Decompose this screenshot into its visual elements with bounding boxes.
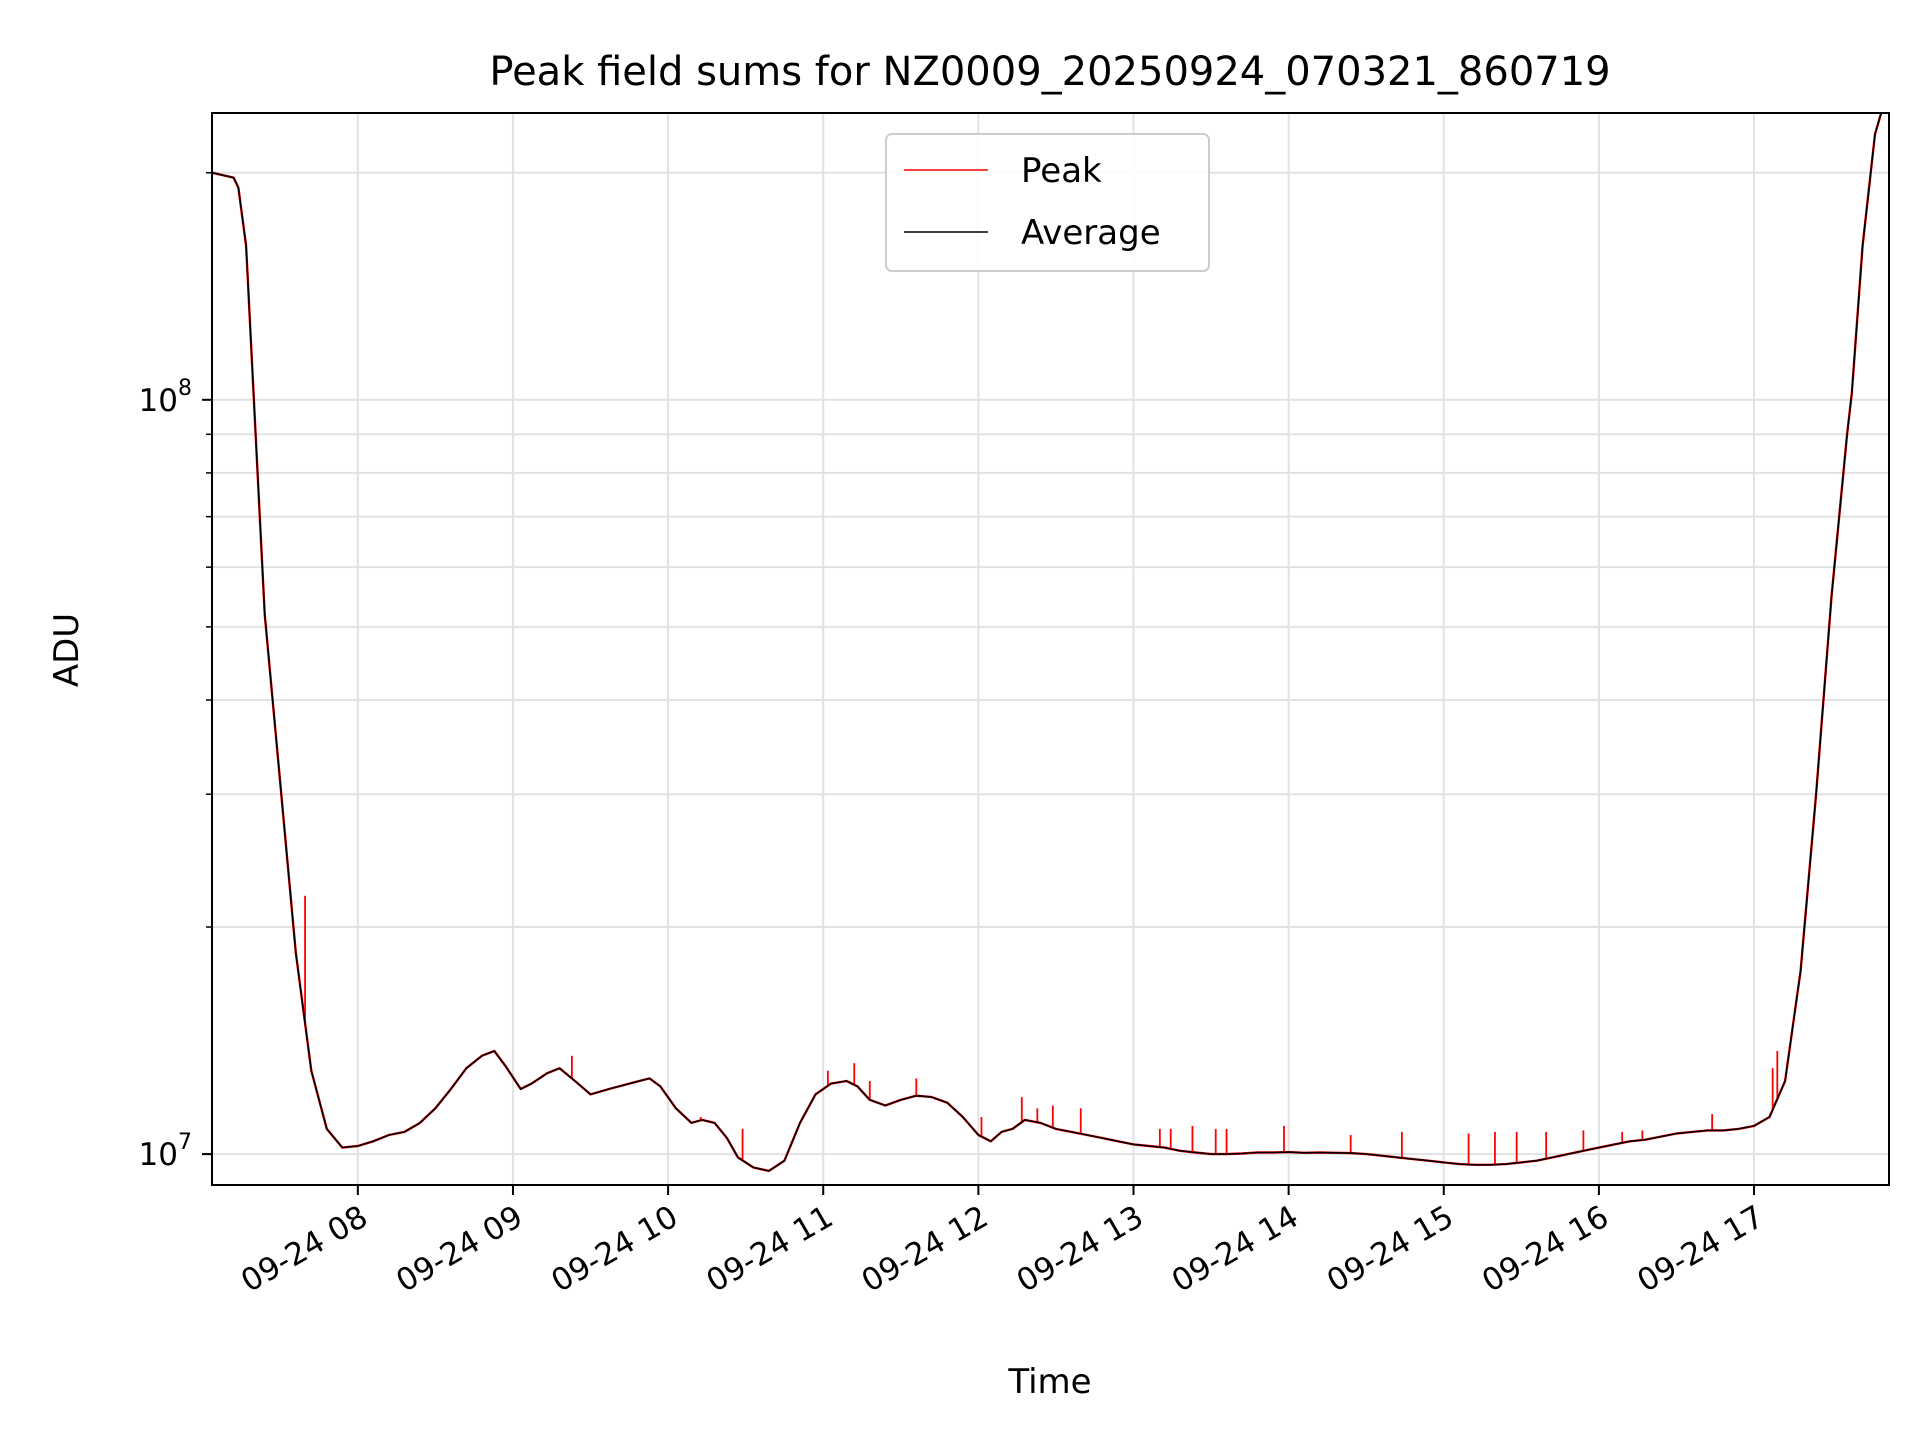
y-tick-label: 108 bbox=[139, 376, 192, 419]
legend-label-peak: Peak bbox=[1021, 151, 1102, 191]
legend-label-average: Average bbox=[1021, 213, 1161, 253]
y-axis-label: ADU bbox=[47, 613, 87, 687]
plot-frame bbox=[211, 112, 1890, 1186]
series-group bbox=[211, 112, 1883, 1173]
y-tick-label: 107 bbox=[139, 1130, 192, 1173]
series-line-average bbox=[211, 112, 1882, 1172]
chart-title: Peak field sums for NZ0009_20250924_0703… bbox=[489, 49, 1610, 95]
x-axis-label: Time bbox=[1007, 1362, 1091, 1402]
legend: Peak Average bbox=[885, 133, 1210, 272]
legend-box bbox=[885, 133, 1210, 272]
